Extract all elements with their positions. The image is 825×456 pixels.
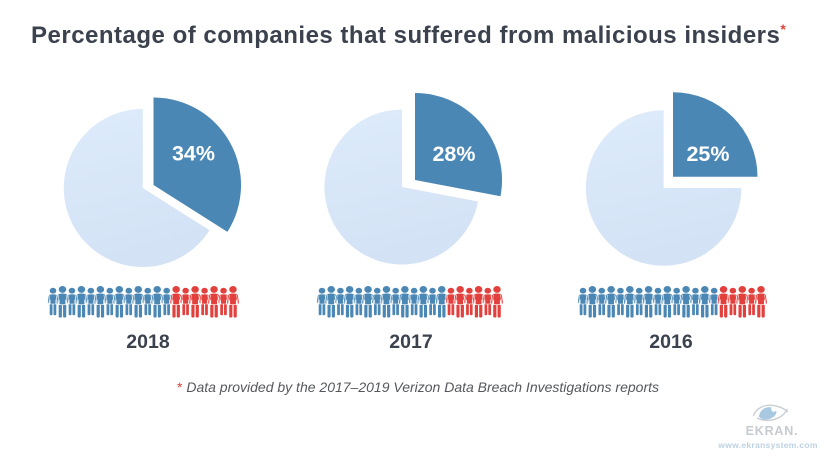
svg-text:25%: 25% [686, 142, 729, 166]
svg-text:28%: 28% [432, 142, 475, 166]
svg-text:34%: 34% [172, 141, 215, 165]
